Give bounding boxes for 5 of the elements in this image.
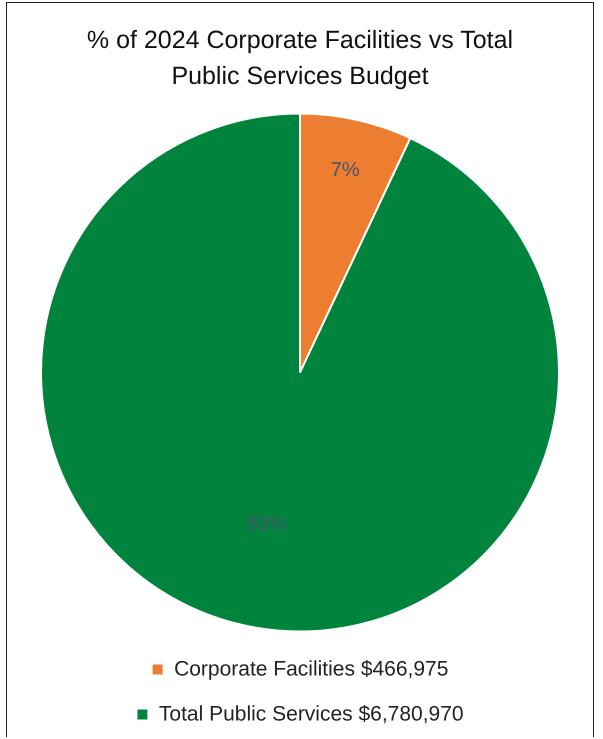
chart-title: % of 2024 Corporate Facilities vs Total Public Services Budget [86, 25, 514, 92]
legend-label: Total Public Services $6,780,970 [158, 702, 464, 726]
data-label: 93% [246, 512, 286, 535]
data-label: 7% [330, 158, 360, 181]
legend-label: Corporate Facilities $466,975 [174, 657, 448, 680]
